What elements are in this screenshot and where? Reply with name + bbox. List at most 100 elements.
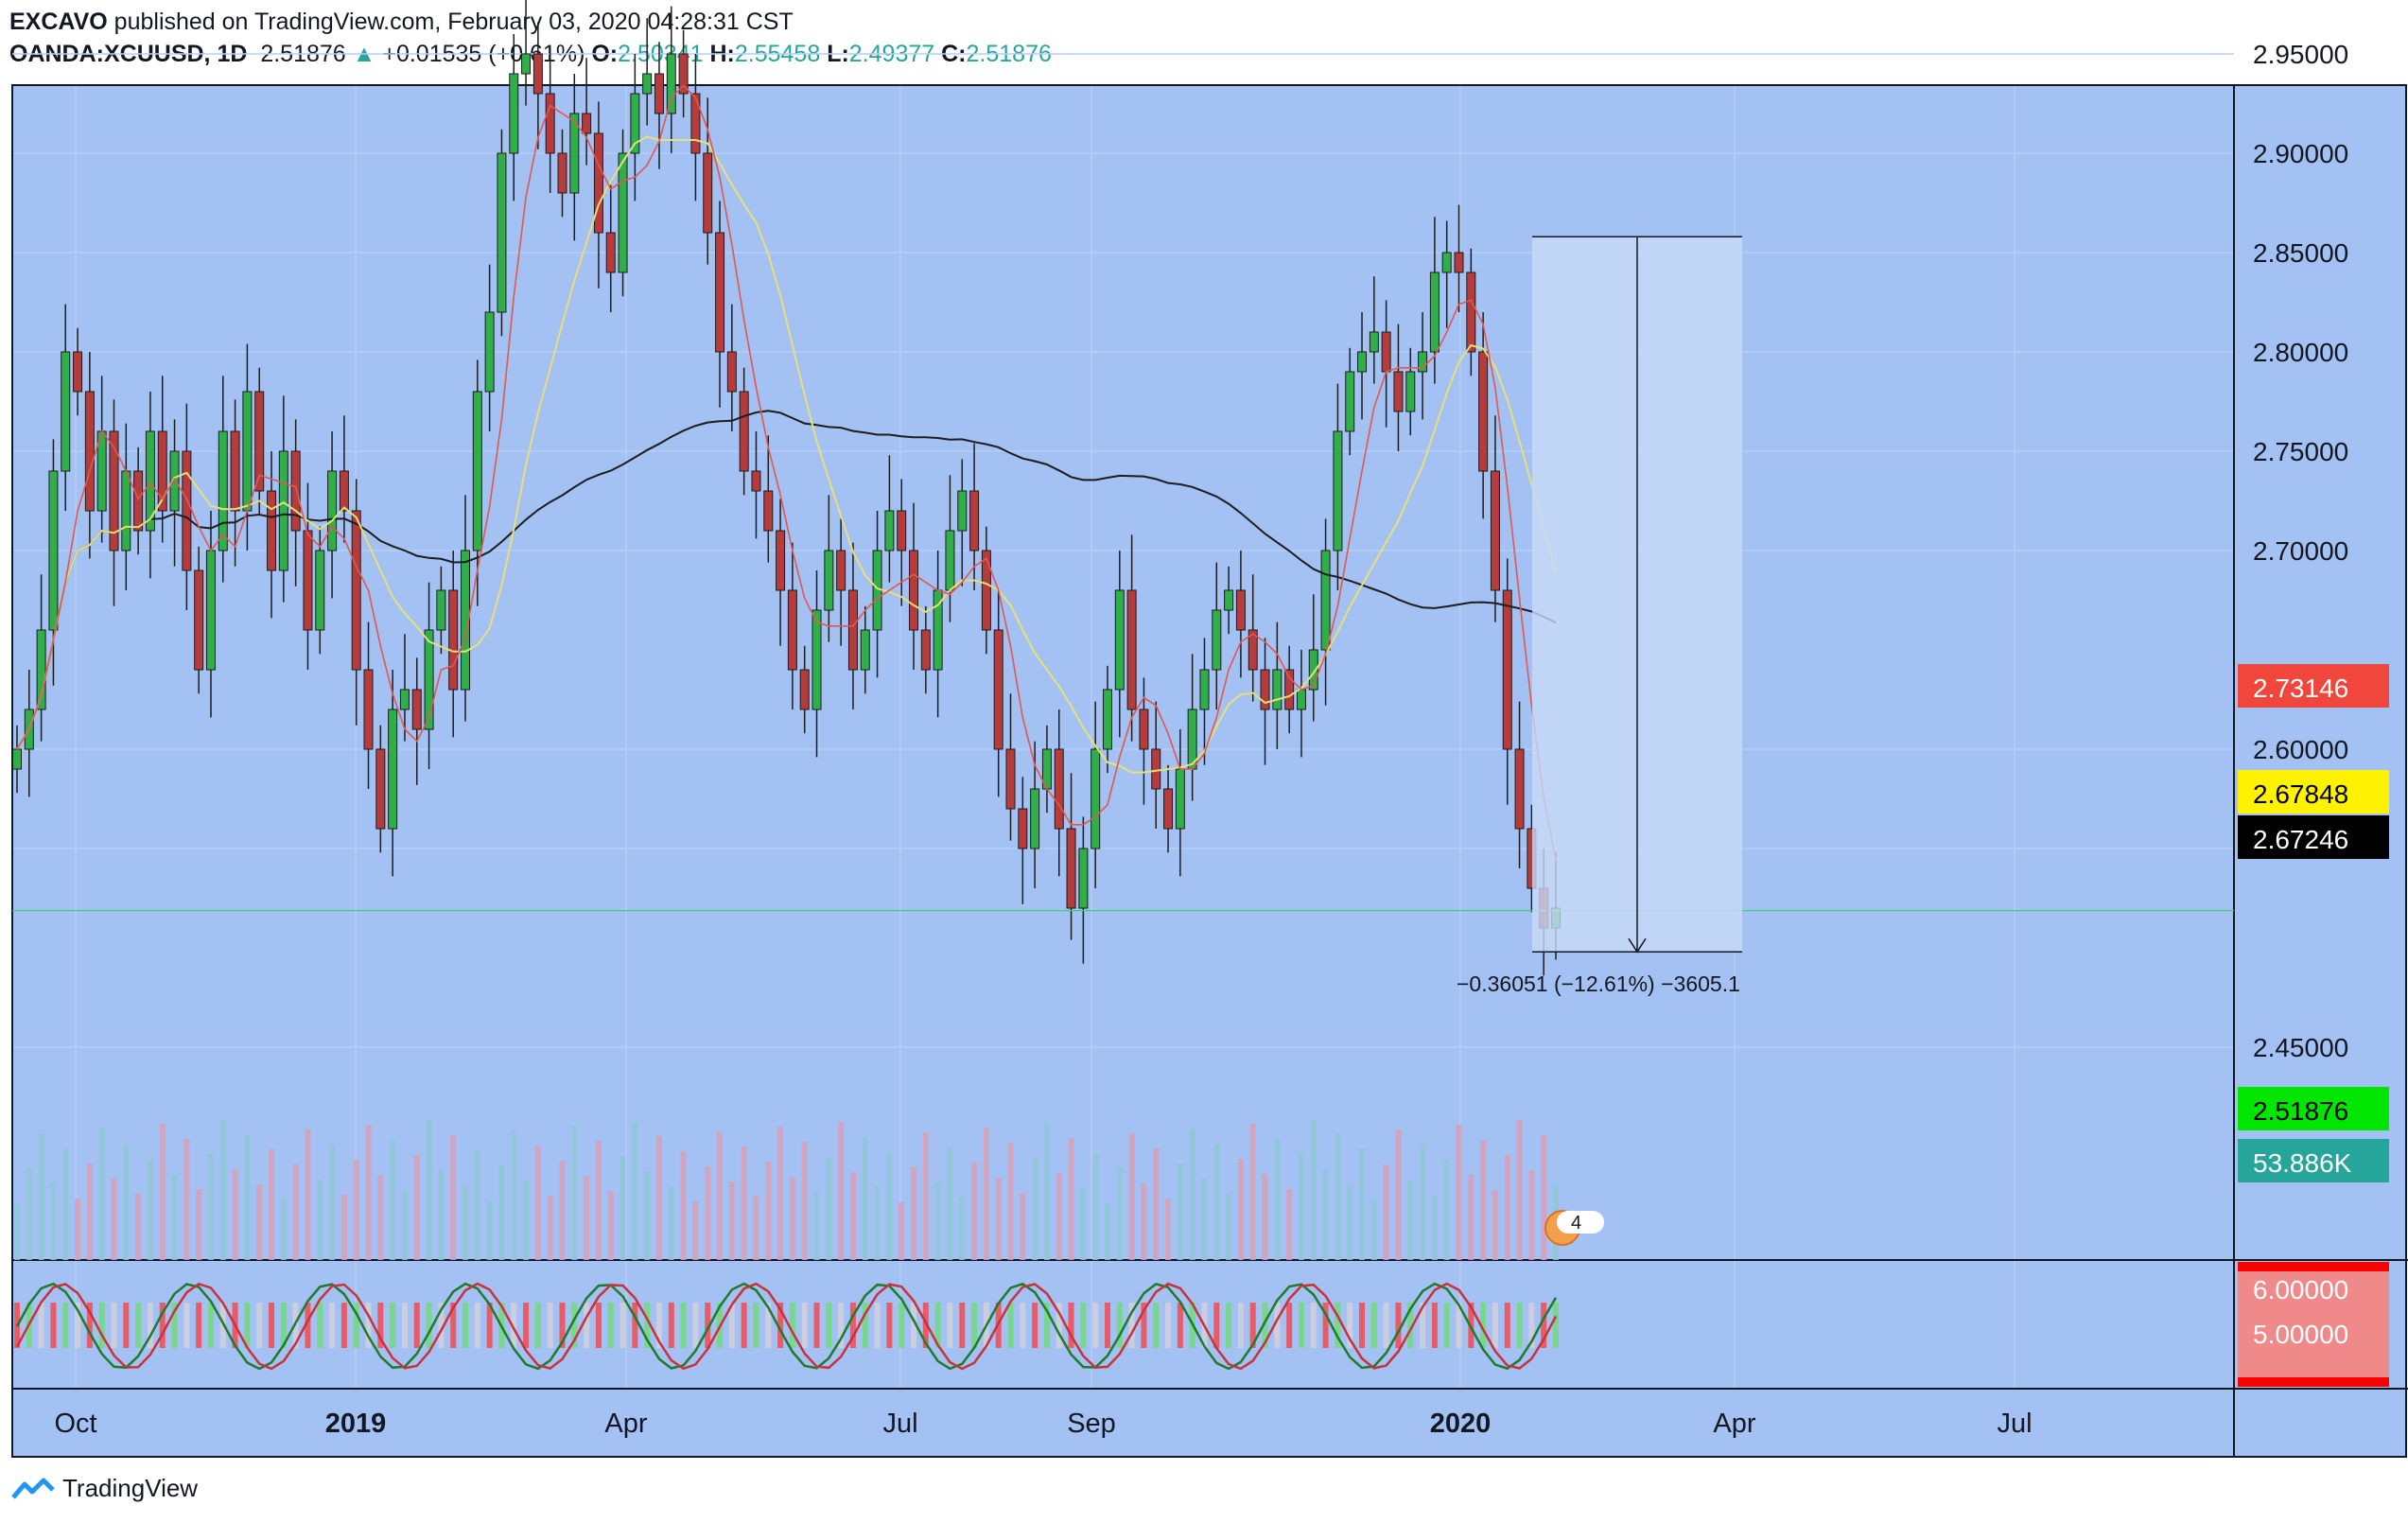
volume-bar [971,1163,978,1260]
oscillator-label-text: 6.00000 [2253,1275,2348,1304]
candle-body [1005,748,1016,810]
volume-bar [62,1148,69,1260]
volume-bar [959,1198,966,1260]
oscillator-histogram-bar [1359,1303,1366,1348]
candle-body [957,490,968,532]
candle-body [84,391,95,512]
volume-bar [511,1130,517,1260]
volume-bar [595,1141,602,1260]
price-label-box [2238,1139,2389,1182]
volume-bar [995,1178,1002,1260]
candle-body [715,232,725,353]
candle-body [1151,748,1161,790]
candle-body [1320,550,1331,651]
price-label-text: 2.67246 [2253,825,2348,854]
volume-bar [1141,1183,1147,1260]
y-tick-label: 2.90000 [2253,139,2348,168]
oscillator-histogram-bar [1104,1303,1110,1348]
oscillator-histogram-bar [196,1303,202,1348]
volume-bar [534,1146,541,1260]
candle-body [1248,629,1258,671]
candle-body [1357,351,1368,373]
oscillator-histogram-bar [1347,1303,1353,1348]
oscillator-histogram-bar [1068,1303,1074,1348]
volume-bar [38,1133,44,1260]
oscillator-histogram-bar [75,1303,81,1348]
oscillator-histogram-bar [899,1303,905,1348]
volume-bar [983,1128,989,1260]
oscillator-histogram-bar [1310,1303,1317,1348]
volume-bar [899,1202,905,1260]
oscillator-histogram-bar [62,1303,69,1348]
y-tick-label: 2.70000 [2253,536,2348,566]
volume-bar [14,1203,20,1260]
candle-body [242,391,253,512]
ma-black-line [16,410,1557,750]
oscillator-histogram-bar [1298,1303,1304,1348]
candle-body [1235,589,1246,631]
candle-body [945,530,955,591]
candle-body [824,550,834,611]
volume-bar [474,1150,480,1260]
oscillator-histogram-bar [595,1303,602,1348]
candle-body [1030,788,1040,849]
candle-body [133,470,144,532]
volume-bar [486,1200,493,1260]
oscillator-histogram-bar [1141,1303,1147,1348]
y-tick-label: 2.45000 [2253,1033,2348,1062]
candle-body [605,232,616,273]
volume-bar [256,1184,263,1260]
oscillator-histogram-bar [269,1303,275,1348]
volume-bar [1456,1125,1462,1260]
candle-body [569,113,580,194]
x-tick-label: 2020 [1430,1409,1492,1439]
candle-body [121,470,131,551]
oscillator-histogram-bar [1080,1303,1087,1348]
candle-body [1260,669,1270,710]
volume-bar [244,1134,251,1260]
oscillator-histogram-bar [1335,1303,1341,1348]
author-name[interactable]: EXCAVO [9,9,108,35]
price-label-box [2238,664,2389,708]
volume-bar [1504,1155,1510,1260]
oscillator-histogram-bar [644,1303,651,1348]
candle-body [836,550,846,591]
volume-bar [1043,1123,1050,1260]
oscillator-histogram-bar [571,1303,578,1348]
candle-body [739,391,749,472]
candle-body [375,748,386,830]
volume-bar [1177,1164,1183,1260]
candle-body [690,93,701,154]
oscillator-histogram-bar [947,1303,953,1348]
volume-bar [1286,1189,1293,1260]
measure-arrow-head [1628,937,1647,954]
oscillator-label-text: 5.00000 [2253,1320,2348,1349]
candle-body [12,748,22,770]
oscillator-histogram-bar [826,1303,832,1348]
candle-body [1393,371,1404,412]
volume-bar [26,1168,32,1260]
oscillator-histogram-bar [1456,1303,1462,1348]
oscillator-histogram-bar [1237,1303,1244,1348]
oscillator-histogram-bar [1056,1303,1062,1348]
volume-bar [1347,1184,1353,1260]
oscillator-histogram-bar [1383,1303,1389,1348]
oscillator-histogram-bar [256,1303,263,1348]
candle-body [290,450,301,532]
volume-bar [401,1190,408,1260]
candle-body [1139,709,1149,750]
candle-body [363,669,374,750]
volume-bar [1249,1124,1256,1260]
chart-frame [11,84,2407,1458]
oscillator-histogram-bar [1286,1303,1293,1348]
volume-bar [340,1195,347,1260]
volume-bar [1237,1159,1244,1260]
oscillator-histogram-bar [547,1303,553,1348]
oscillator-histogram-bar [1032,1303,1038,1348]
oscillator-label-red-bottom [2238,1377,2389,1387]
oscillator-histogram-bar [413,1303,420,1348]
oscillator-histogram-bar [305,1303,311,1348]
volume-bar [1407,1180,1414,1260]
volume-bar [886,1152,893,1260]
